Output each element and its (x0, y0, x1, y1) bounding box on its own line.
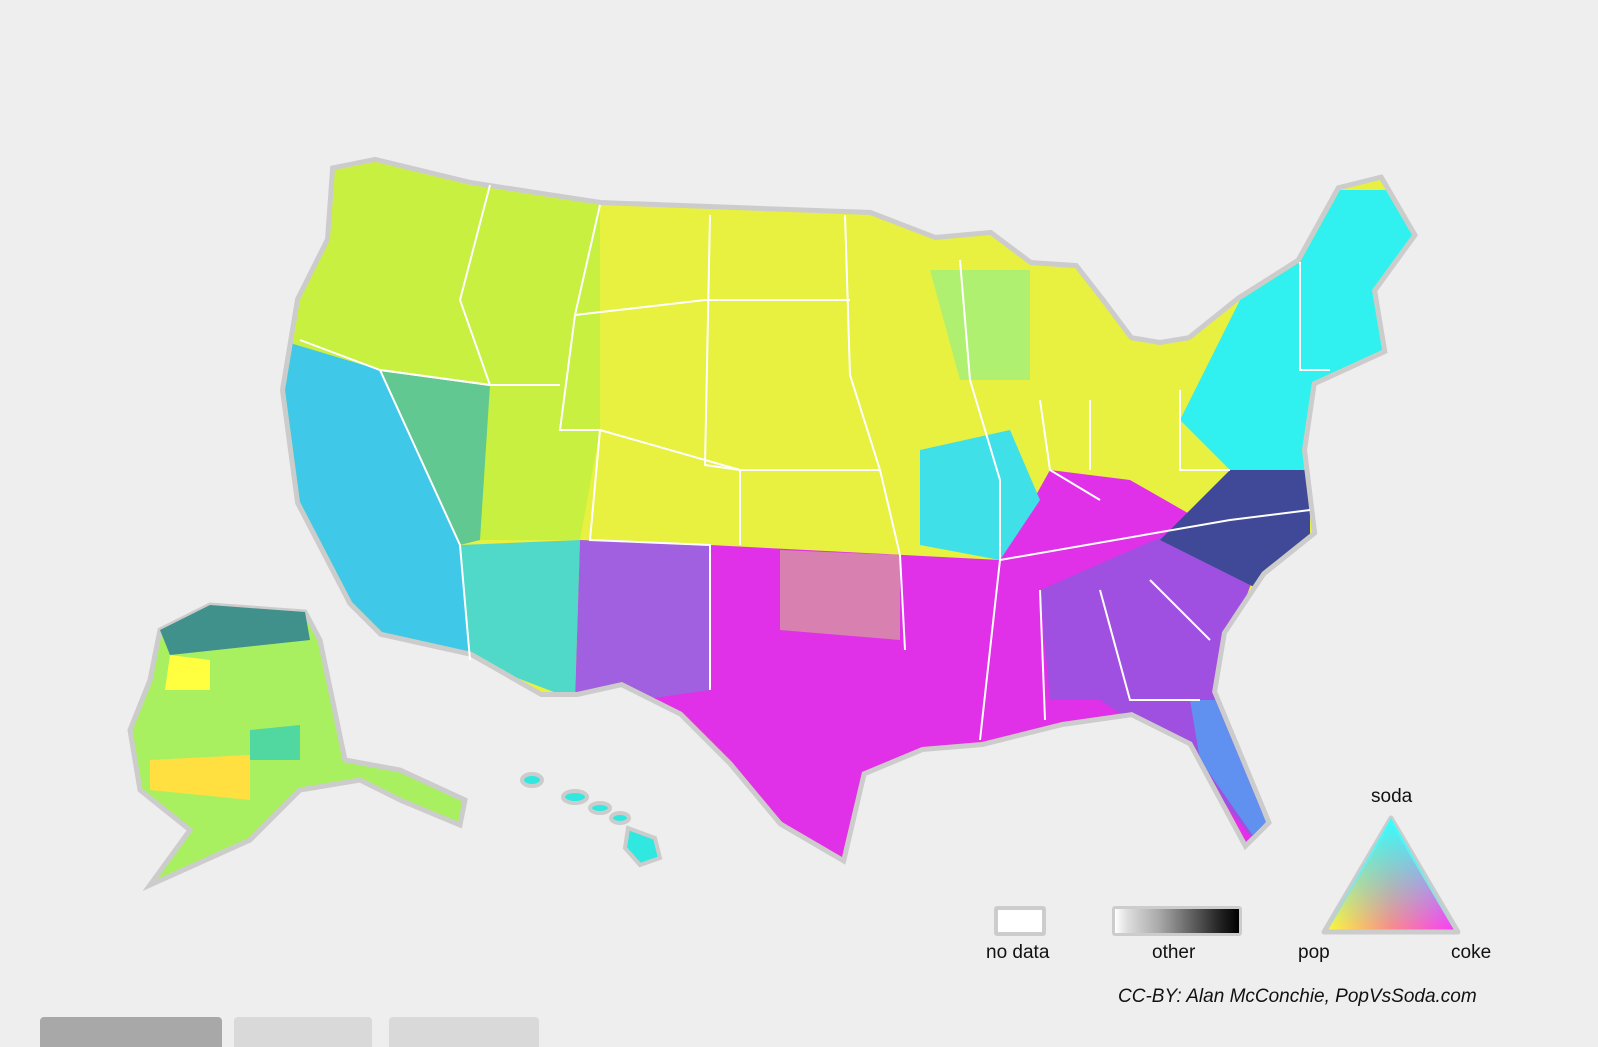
legend-other-label: other (1152, 942, 1196, 963)
bottom-tab-3[interactable] (389, 1017, 539, 1047)
legend-coke-label: coke (1451, 942, 1492, 963)
bottom-tab-2[interactable] (234, 1017, 372, 1047)
region-southwest (460, 540, 580, 700)
region-california (285, 340, 470, 660)
legend-pop-label: pop (1298, 942, 1330, 963)
hawaii (520, 772, 663, 868)
bottom-tab-1[interactable] (40, 1017, 222, 1047)
region-virginia-carolina (1160, 470, 1310, 590)
region-oklahoma-mix (780, 550, 900, 640)
region-northwest (285, 162, 600, 540)
credit-text: CC-BY: Alan McConchie, PopVsSoda.com (1118, 986, 1477, 1007)
legend-soda-label: soda (1371, 786, 1413, 807)
state-borders (299, 184, 1330, 741)
region-new-mexico (575, 540, 710, 700)
region-nevada (380, 370, 490, 545)
legend-triangle (1321, 815, 1461, 935)
legend-no-data-swatch (994, 906, 1046, 936)
legend-no-data-label: no data (986, 942, 1050, 963)
legend-other-gradient (1112, 906, 1242, 936)
region-missouri-blue (920, 430, 1040, 560)
continental-us (279, 156, 1418, 865)
alaska (127, 602, 468, 892)
region-wisconsin (930, 270, 1030, 380)
